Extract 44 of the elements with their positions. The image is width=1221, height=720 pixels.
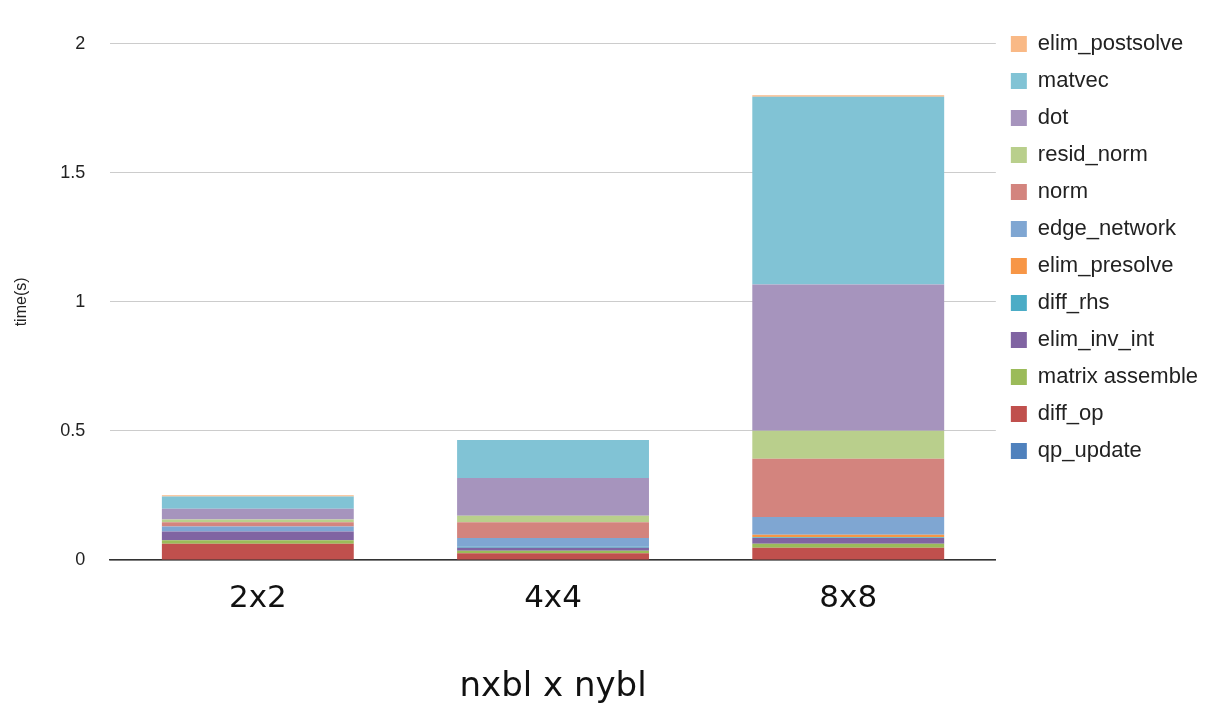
legend-label: dot	[1037, 104, 1069, 130]
bar	[457, 477, 649, 516]
legend-label: norm	[1037, 178, 1088, 204]
bar	[752, 547, 945, 560]
bar	[752, 538, 945, 544]
bar	[457, 515, 649, 523]
y-tick-label: 2	[75, 32, 86, 53]
legend-label: elim_inv_int	[1037, 326, 1155, 352]
bar	[457, 522, 649, 539]
x-tick-label: 4x4	[524, 577, 582, 614]
legend-label: diff_op	[1037, 400, 1104, 426]
bar	[457, 538, 649, 547]
bar	[752, 516, 945, 535]
x-tick-label: 2x2	[228, 577, 287, 614]
legend-label: matrix assemble	[1037, 363, 1198, 389]
bar	[161, 543, 354, 560]
legend-label: edge_network	[1037, 215, 1178, 241]
y-tick-label: 1	[75, 290, 86, 311]
bar	[457, 439, 649, 478]
bar	[752, 96, 945, 285]
legend-label: diff_rhs	[1037, 289, 1110, 315]
bar	[161, 508, 354, 520]
y-tick-label: 0.5	[60, 419, 86, 440]
bar	[752, 543, 945, 548]
y-tick-label: 1.5	[60, 161, 86, 182]
bar	[161, 531, 354, 541]
legend-label: elim_postsolve	[1037, 30, 1184, 56]
bar	[161, 526, 354, 532]
y-axis-title: time(s)	[12, 277, 30, 327]
x-tick-label: 8x8	[819, 577, 878, 614]
bar	[457, 553, 649, 560]
bar	[161, 540, 354, 544]
legend-label: resid_norm	[1037, 141, 1148, 167]
legend-label: elim_presolve	[1037, 252, 1174, 278]
bar	[752, 284, 945, 431]
y-tick-label: 0	[75, 548, 86, 569]
legend-label: qp_update	[1037, 437, 1142, 463]
bar	[752, 458, 945, 517]
bar	[161, 522, 354, 527]
x-axis-title: nxbl x nybl	[459, 664, 647, 705]
legend-label: matvec	[1037, 67, 1109, 93]
bar	[161, 496, 354, 509]
bar	[161, 519, 354, 523]
bar	[752, 430, 945, 459]
